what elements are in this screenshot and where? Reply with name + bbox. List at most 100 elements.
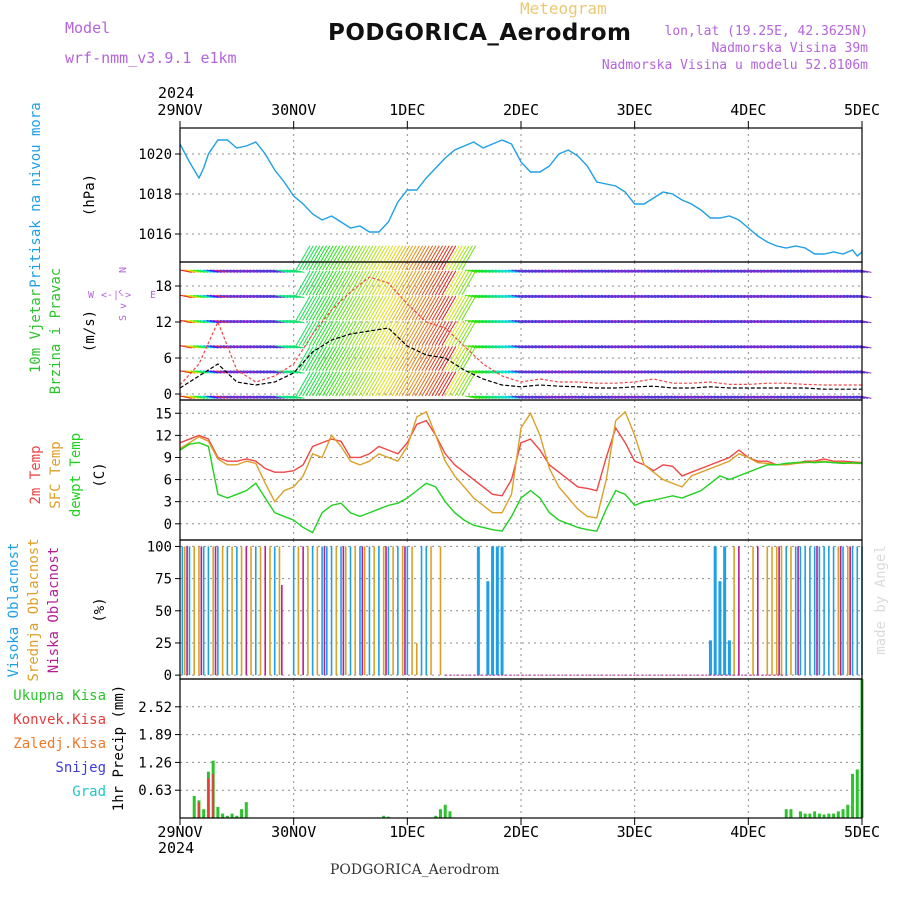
wind-barb bbox=[657, 395, 670, 399]
wind-barb bbox=[361, 245, 377, 271]
wind-barb bbox=[763, 345, 776, 349]
wind-barb bbox=[351, 371, 367, 397]
wind-barb bbox=[819, 269, 832, 273]
wind-barb bbox=[786, 395, 799, 399]
wind-barb bbox=[335, 371, 351, 397]
wind-barb bbox=[617, 319, 630, 324]
wind-barb bbox=[809, 294, 822, 299]
wind-barb bbox=[279, 269, 292, 273]
wind-barb bbox=[544, 319, 557, 324]
wind-barb bbox=[378, 245, 394, 271]
wind-barb bbox=[630, 294, 643, 299]
wind-barb bbox=[454, 270, 470, 296]
cloud-bar bbox=[713, 546, 717, 676]
wind-barb bbox=[700, 269, 713, 273]
wind-barb bbox=[716, 395, 729, 399]
wind-barb bbox=[584, 294, 597, 299]
wind-barb bbox=[318, 295, 334, 321]
wind-barb bbox=[614, 294, 627, 299]
wind-barb bbox=[421, 295, 437, 321]
wind-barb bbox=[531, 319, 544, 324]
wind-barb bbox=[494, 370, 507, 374]
wind-barb bbox=[209, 294, 222, 299]
wind-barb bbox=[670, 269, 683, 273]
wind-barb bbox=[358, 321, 374, 346]
wind-barb bbox=[584, 269, 597, 273]
wind-barb bbox=[348, 245, 364, 271]
wind-barb bbox=[663, 294, 676, 299]
wind-barb bbox=[219, 395, 232, 399]
wind-barb bbox=[471, 319, 484, 324]
wind-barb bbox=[756, 395, 769, 399]
wind-barb bbox=[481, 345, 494, 349]
wind-barb bbox=[581, 294, 594, 299]
wind-barb bbox=[262, 294, 275, 299]
wind-barb bbox=[647, 395, 660, 399]
x-tick-label-top: 2DEC bbox=[503, 101, 539, 119]
wind-barb bbox=[186, 269, 199, 273]
wind-barb bbox=[554, 370, 567, 374]
wind-barb bbox=[816, 395, 829, 399]
wind-barb bbox=[723, 370, 736, 374]
wind-barb bbox=[783, 395, 796, 399]
wind-barb bbox=[246, 370, 259, 374]
wind-barb bbox=[557, 395, 570, 399]
wind-barb bbox=[421, 321, 437, 346]
wind-barb bbox=[581, 370, 594, 374]
wind-barb bbox=[657, 269, 670, 273]
wind-barb bbox=[348, 295, 364, 321]
wind-barb bbox=[266, 269, 279, 273]
wind-barb bbox=[799, 395, 812, 399]
wind-barb bbox=[378, 270, 394, 296]
wind-barb bbox=[833, 269, 845, 273]
wind-barb bbox=[514, 319, 527, 324]
wind-barb bbox=[534, 395, 547, 399]
wind-barb bbox=[438, 245, 453, 271]
wind-barb bbox=[219, 269, 232, 273]
wind-barb bbox=[434, 245, 450, 271]
wind-barb bbox=[630, 269, 643, 273]
wind-barb bbox=[226, 345, 239, 349]
wind-barb bbox=[627, 370, 640, 374]
wind-barb bbox=[743, 395, 756, 399]
wind-barb bbox=[471, 370, 484, 374]
wind-barb bbox=[342, 295, 357, 321]
wind-barb bbox=[746, 370, 759, 374]
wind-barb bbox=[256, 319, 269, 324]
wind-barb bbox=[693, 345, 706, 349]
wind-barb bbox=[677, 269, 690, 273]
wind-barb bbox=[322, 321, 337, 346]
wind-barb bbox=[289, 294, 302, 299]
wind-barb bbox=[610, 294, 623, 299]
wind-barb bbox=[236, 395, 249, 399]
wind-barb bbox=[358, 245, 374, 271]
sfctemp-axis-label: SFC Temp bbox=[48, 441, 64, 508]
wind-barb bbox=[236, 345, 249, 349]
wind-barb bbox=[687, 345, 700, 349]
wind-barb bbox=[196, 395, 209, 399]
wind-barb bbox=[594, 395, 607, 399]
wind-barb bbox=[720, 269, 733, 273]
wind-barb bbox=[375, 371, 390, 397]
wind-barb bbox=[647, 319, 660, 324]
wind-barb bbox=[600, 345, 613, 349]
compass-arrows: <-|-> bbox=[101, 290, 131, 301]
wind-barb bbox=[660, 269, 673, 273]
wind-barb bbox=[282, 345, 295, 349]
wind-barb bbox=[355, 295, 371, 321]
wind-barb bbox=[763, 395, 776, 399]
wind-barb bbox=[551, 345, 564, 349]
wind-barb bbox=[617, 294, 630, 299]
y-tick-label: 1.89 bbox=[138, 728, 172, 744]
wind-barb bbox=[203, 370, 216, 374]
wind-barb bbox=[756, 345, 769, 349]
wind-barb bbox=[398, 346, 414, 372]
wind-barb bbox=[743, 269, 756, 273]
wind-barb bbox=[285, 395, 298, 399]
wind-barb bbox=[451, 295, 467, 321]
wind-barb bbox=[750, 395, 763, 399]
wind-barb bbox=[266, 345, 279, 349]
y-tick-label: 15 bbox=[155, 406, 172, 422]
precip-bar bbox=[443, 804, 447, 818]
wind-barb bbox=[332, 245, 347, 271]
